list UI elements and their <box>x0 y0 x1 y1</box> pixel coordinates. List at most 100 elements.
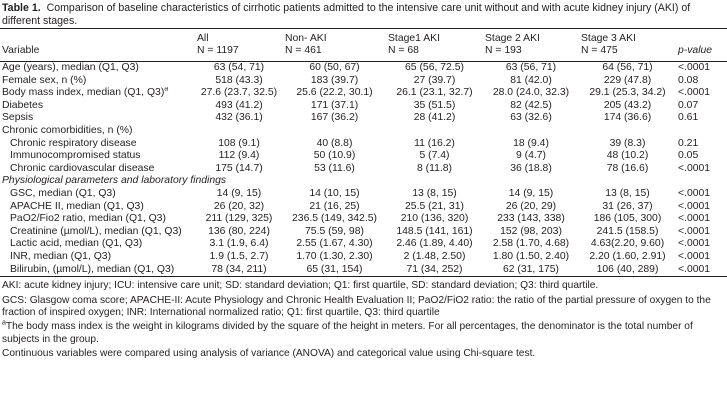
row-label-text: Female sex, n (%) <box>2 74 87 86</box>
row-label-text: INR, median (Q1, Q3) <box>10 250 112 262</box>
col-all-n: N = 1197 <box>195 45 283 62</box>
cell-p: 0.07 <box>678 99 699 111</box>
cell-stage3: 31 (26, 37) <box>602 200 653 212</box>
cell-non-aki: 53 (11.6) <box>314 162 355 174</box>
row-label: Lactic acid, median (Q1, Q3) <box>0 238 195 251</box>
row-label-text: Immunocompromised status <box>10 150 141 162</box>
cell-non-aki: 183 (39.7) <box>310 74 359 86</box>
section-heading-row: Physiological parameters and laboratory … <box>0 175 727 188</box>
table-row: Chronic respiratory disease 108 (9.1) 40 (… <box>0 138 727 151</box>
col-nonaki-n: N = 461 <box>283 45 386 62</box>
row-label: Age (years), median (Q1, Q3) <box>0 62 195 75</box>
footnote-marker: a <box>2 319 6 327</box>
table-row: APACHE II, median (Q1, Q3) 26 (20, 32) 21 … <box>0 201 727 214</box>
table-row: Bilirubin, (µmol/L), median (Q1, Q3) 78 (… <box>0 263 727 278</box>
cell-all: 1.9 (1.5, 2.7) <box>209 250 269 262</box>
cell-p: <.0001 <box>678 238 711 250</box>
row-label-text: Sepsis <box>2 112 34 124</box>
cell-all: 27.6 (23.7, 32.5) <box>200 87 278 99</box>
section-heading: Chronic comorbidities, n (%) <box>2 124 133 136</box>
row-label-text: Diabetes <box>2 99 44 111</box>
row-label: Bilirubin, (µmol/L), median (Q1, Q3) <box>0 263 195 278</box>
cell-stage2: 1.80 (1.50, 2.40) <box>492 250 570 262</box>
cell-stage2: 152 (98, 203) <box>500 225 562 237</box>
cell-stage3: 13 (8, 15) <box>605 187 650 199</box>
col-stage3-n: N = 475 <box>579 45 676 62</box>
cell-non-aki: 167 (36.2) <box>310 112 359 124</box>
cell-non-aki: 21 (16, 25) <box>309 200 360 212</box>
row-label-text: Chronic cardiovascular disease <box>10 162 155 174</box>
cell-stage1: 8 (11.8) <box>416 162 453 174</box>
footnote-text: AKI: acute kidney injury; ICU: intensive… <box>2 280 599 292</box>
col-stage1-n: N = 68 <box>386 45 483 62</box>
row-label-text: Body mass index, median (Q1, Q3) <box>2 87 165 99</box>
cell-stage2: 9 (4.7) <box>515 150 547 162</box>
cell-stage3: 64 (56, 71) <box>602 62 653 73</box>
cell-stage3: 39 (8.3) <box>609 137 646 149</box>
cell-all: 518 (43.3) <box>215 74 263 86</box>
table-row: INR, median (Q1, Q3) 1.9 (1.5, 2.7) 1.70 (… <box>0 251 727 264</box>
cell-stage1: 11 (16.2) <box>414 137 455 149</box>
cell-stage3: 78 (16.6) <box>606 162 649 174</box>
cell-stage1: 2 (1.48, 2.50) <box>403 250 466 262</box>
cell-non-aki: 14 (10, 15) <box>309 187 360 199</box>
footnote: aThe body mass index is the weight in ki… <box>2 319 725 346</box>
footnote: AKI: acute kidney injury; ICU: intensive… <box>2 280 725 292</box>
section-heading-row: Chronic comorbidities, n (%) <box>0 125 727 138</box>
cell-stage3: 186 (105, 300) <box>593 213 662 225</box>
cell-all: 211 (129, 325) <box>205 213 273 225</box>
cell-stage3: 106 (40, 289) <box>579 263 676 278</box>
cell-stage1: 210 (136, 320) <box>400 213 469 225</box>
table-row: Creatinine (µmol/L), median (Q1, Q3) 136 … <box>0 226 727 239</box>
cell-non-aki: 236.5 (149, 342.5) <box>292 213 377 225</box>
cell-stage2: 18 (9.4) <box>513 137 549 149</box>
cell-stage3: 241.5 (158.5) <box>596 225 659 237</box>
cell-non-aki: 1.70 (1.30, 2.30) <box>296 250 373 262</box>
section-heading: Physiological parameters and laboratory … <box>2 175 227 187</box>
row-label-text: GSC, median (Q1, Q3) <box>10 187 116 199</box>
cell-p: <.0001 <box>678 62 711 73</box>
col-stage2-name: Stage 2 AKI <box>483 28 579 45</box>
cell-stage2: 81 (42.0) <box>510 74 552 86</box>
cell-p: <.0001 <box>678 162 711 174</box>
cell-stage2: 63 (56, 71) <box>505 62 557 73</box>
cell-stage1: 28 (41.2) <box>413 112 456 124</box>
cell-stage3: 174 (36.6) <box>603 112 652 124</box>
cell-stage3: 205 (43.2) <box>603 99 652 111</box>
table-row: GSC, median (Q1, Q3) 14 (9, 15) 14 (10, 15… <box>0 188 727 201</box>
cell-stage2: 28.0 (24.0, 32.3) <box>492 87 570 99</box>
col-pvalue-header: p-value <box>676 45 727 62</box>
cell-stage2: 82 (42.5) <box>510 99 552 111</box>
cell-stage2: 26 (20, 29) <box>505 200 557 212</box>
cell-stage3: 48 (10.2) <box>606 150 649 162</box>
cell-all: 432 (36.1) <box>215 112 263 124</box>
cell-stage1: 65 (56, 72.5) <box>405 62 464 73</box>
cell-p: <.0001 <box>678 87 711 99</box>
table-footnotes: AKI: acute kidney injury; ICU: intensive… <box>0 277 727 360</box>
table-row: Lactic acid, median (Q1, Q3) 3.1 (1.9, 6.… <box>0 238 727 251</box>
cell-stage1: 25.5 (21, 31) <box>405 200 464 212</box>
cell-stage3: 2.20 (1.60, 2.91) <box>589 250 666 262</box>
col-stage1-name: Stage1 AKI <box>386 28 483 45</box>
cell-stage1: 13 (8, 15) <box>412 187 457 199</box>
cell-all: 26 (20, 32) <box>213 200 265 212</box>
cell-p: <.0001 <box>678 187 711 199</box>
row-label-text: Creatinine (µmol/L), median (Q1, Q3) <box>10 225 182 237</box>
col-stage3-name: Stage 3 AKI <box>579 28 676 45</box>
cell-stage2: 233 (143, 338) <box>497 213 565 225</box>
row-label: Body mass index, median (Q1, Q3)a <box>0 87 195 100</box>
row-label-text: APACHE II, median (Q1, Q3) <box>10 200 144 212</box>
row-label: PaO2/Fio2 ratio, median (Q1, Q3) <box>0 213 195 226</box>
cell-stage2: 63 (32.6) <box>510 112 552 124</box>
cell-stage1: 148.5 (141, 161) <box>396 225 473 237</box>
cell-stage3: 229 (47.8) <box>603 74 652 86</box>
cell-stage2: 14 (9, 15) <box>508 187 554 199</box>
cell-all: 78 (34, 211) <box>195 263 283 278</box>
col-all-name: All <box>195 28 283 45</box>
footnote-text: Continuous variables were compared using… <box>2 348 536 360</box>
col-nonaki-name: Non- AKI <box>283 28 386 45</box>
row-label-text: Lactic acid, median (Q1, Q3) <box>10 238 143 250</box>
cell-non-aki: 50 (10.9) <box>313 150 356 162</box>
row-label: Chronic cardiovascular disease <box>0 163 195 176</box>
cell-stage2: 62 (31, 175) <box>483 263 579 278</box>
